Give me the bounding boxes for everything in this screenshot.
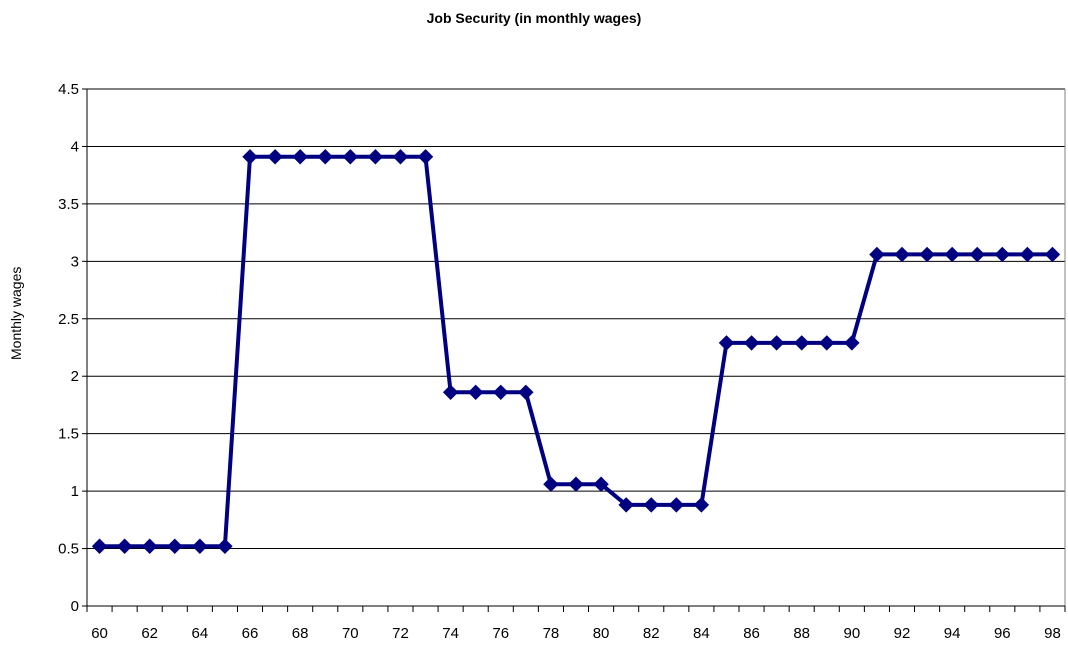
data-point-marker [819, 335, 835, 351]
data-point-marker [844, 335, 860, 351]
x-tick-label: 80 [593, 625, 610, 642]
data-point-marker [167, 538, 183, 554]
data-point-marker [793, 335, 810, 351]
x-tick-label: 68 [292, 625, 309, 642]
data-point-marker [292, 149, 308, 165]
y-tick-label: 0.5 [58, 541, 79, 558]
data-point-marker [869, 246, 885, 263]
data-point-marker [467, 384, 484, 401]
x-tick-label: 94 [944, 625, 961, 642]
y-tick-label: 0 [71, 598, 79, 615]
y-tick-label: 1.5 [58, 426, 79, 443]
x-tick-label: 78 [543, 625, 560, 642]
x-tick-label: 74 [442, 625, 459, 642]
data-point-marker [743, 335, 760, 351]
data-point-marker [141, 538, 158, 554]
x-tick-label: 64 [192, 625, 209, 642]
data-point-marker [768, 335, 785, 351]
data-point-marker [668, 497, 685, 513]
y-tick-label: 4 [71, 138, 79, 155]
x-tick-label: 60 [91, 625, 108, 642]
chart-title: Job Security (in monthly wages) [426, 10, 642, 26]
y-tick-labels: 0 0.5 1 1.5 2 2.5 3 3.5 4 4.5 [58, 81, 79, 615]
x-tick-labels: 60 62 64 66 68 70 72 74 76 78 80 82 84 86 88 90 92 94 96 98 [91, 625, 1061, 642]
data-point-marker [693, 497, 710, 513]
data-point-marker [1044, 246, 1061, 263]
data-point-marker [442, 384, 459, 401]
data-point-marker [91, 538, 108, 554]
x-tick-label: 86 [743, 625, 760, 642]
data-point-marker [217, 538, 233, 554]
data-point-marker [267, 149, 283, 165]
data-point-marker [417, 149, 434, 165]
x-tick-label: 84 [693, 625, 710, 642]
data-point-marker [116, 538, 133, 554]
data-point-marker [894, 246, 910, 263]
x-tick-label: 90 [844, 625, 861, 642]
data-point-marker [1019, 246, 1036, 263]
data-point-marker [493, 384, 509, 401]
data-point-marker [392, 149, 409, 165]
data-point-marker [718, 335, 735, 351]
data-point-marker [367, 149, 384, 165]
data-point-marker [969, 246, 985, 263]
x-tick-label: 82 [643, 625, 660, 642]
x-tick-label: 76 [492, 625, 509, 642]
x-tick-label: 88 [793, 625, 810, 642]
x-tick-label: 66 [242, 625, 259, 642]
data-point-marker [643, 497, 659, 513]
x-tick-label: 92 [894, 625, 911, 642]
y-tick-label: 3.5 [58, 196, 79, 213]
data-point-marker [543, 476, 559, 492]
y-tick-label: 1 [71, 483, 79, 500]
x-tick-label: 98 [1044, 625, 1061, 642]
y-tick-label: 2.5 [58, 311, 79, 328]
data-point-marker [593, 476, 609, 492]
data-point-marker [192, 538, 208, 554]
data-point-marker [317, 149, 333, 165]
axes [82, 88, 1066, 612]
x-tick-label: 96 [994, 625, 1011, 642]
y-tick-label: 2 [71, 368, 79, 385]
data-point-marker [618, 497, 634, 513]
data-point-marker [944, 246, 960, 263]
data-point-marker [994, 246, 1011, 263]
data-point-marker [342, 149, 359, 165]
series-group [91, 149, 1061, 554]
data-point-marker [568, 476, 584, 492]
x-tick-label: 72 [392, 625, 409, 642]
data-point-marker [242, 149, 258, 165]
data-point-marker [518, 384, 534, 401]
y-tick-label: 3 [71, 253, 79, 270]
y-tick-label: 4.5 [58, 81, 79, 98]
x-tick-label: 70 [342, 625, 359, 642]
data-point-marker [919, 246, 935, 263]
x-tick-label: 62 [141, 625, 158, 642]
